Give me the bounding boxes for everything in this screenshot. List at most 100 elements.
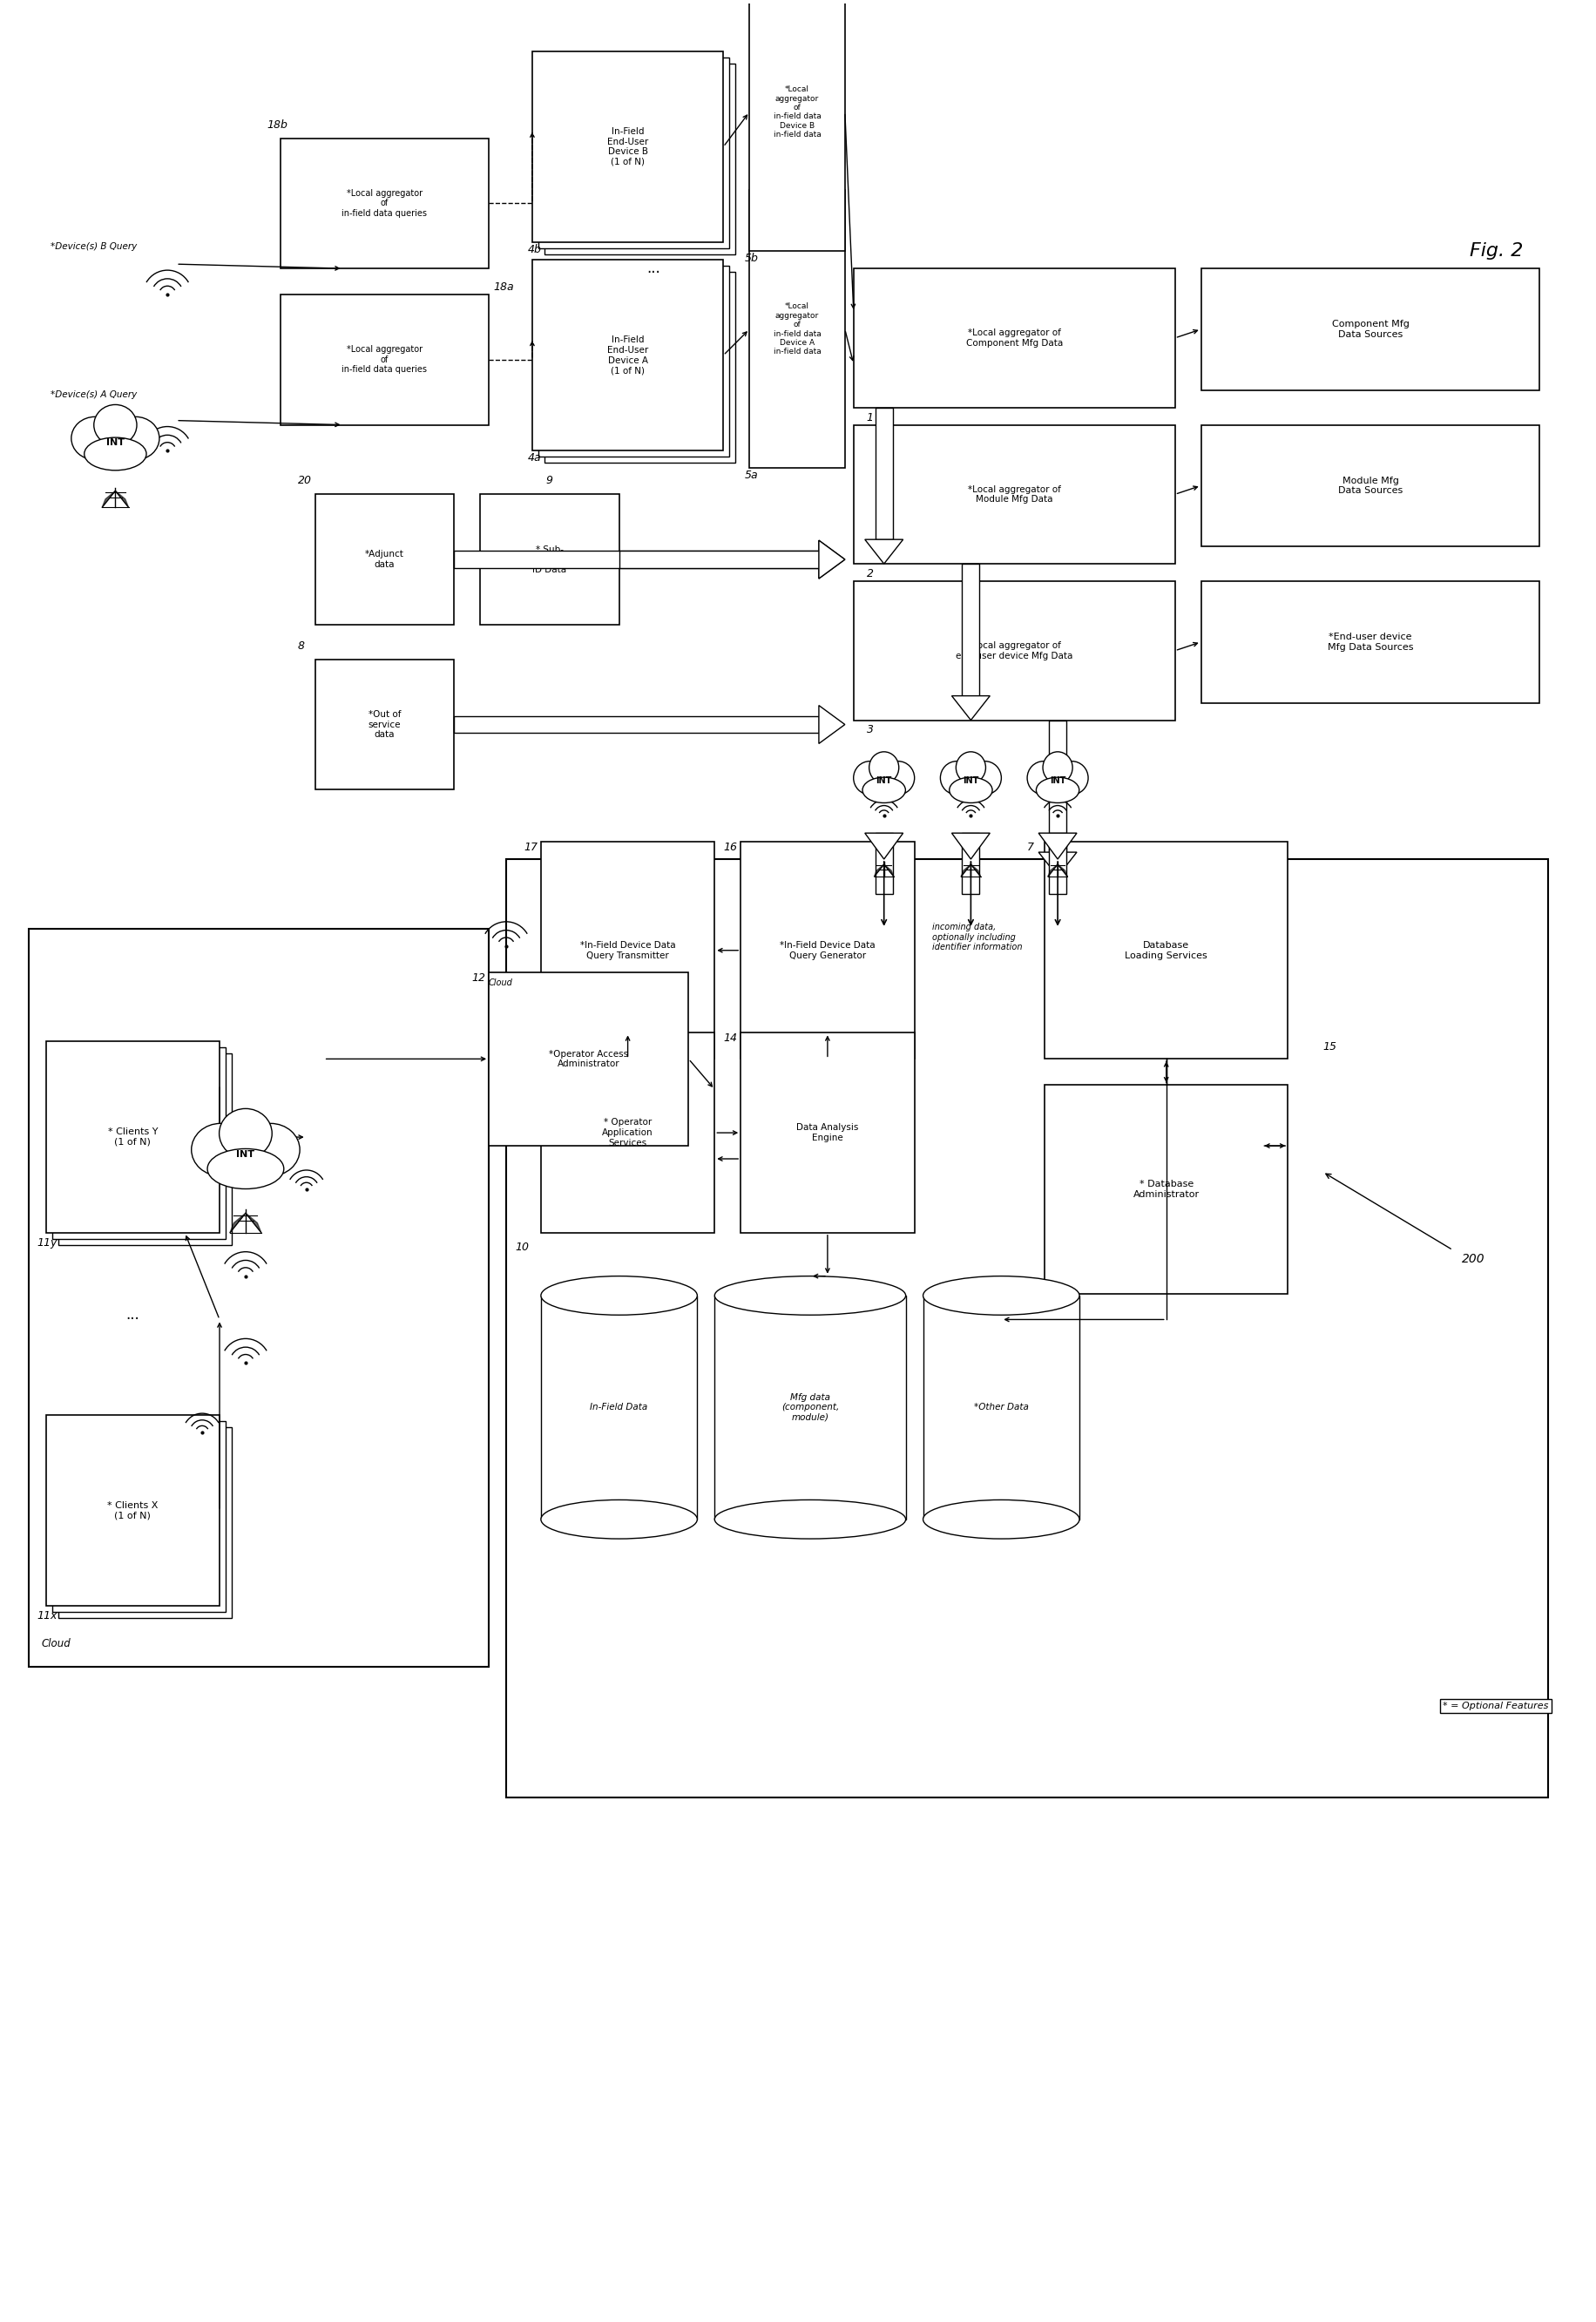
- Text: *End-user device
Mfg Data Sources: *End-user device Mfg Data Sources: [1328, 632, 1414, 652]
- Polygon shape: [1058, 864, 1068, 875]
- Ellipse shape: [854, 762, 886, 794]
- Polygon shape: [970, 864, 980, 875]
- Bar: [57, 1428, 231, 1618]
- Bar: [541, 1296, 697, 1519]
- Text: Fig. 2: Fig. 2: [1470, 241, 1523, 260]
- Polygon shape: [1039, 834, 1077, 859]
- Ellipse shape: [241, 1124, 300, 1175]
- Bar: [741, 843, 915, 1059]
- Bar: [531, 51, 723, 241]
- Bar: [53, 1047, 225, 1238]
- Bar: [453, 715, 819, 734]
- Bar: [1045, 843, 1288, 1059]
- Text: *In-Field Device Data
Query Generator: *In-Field Device Data Query Generator: [780, 940, 875, 959]
- Text: Module Mfg
Data Sources: Module Mfg Data Sources: [1337, 476, 1403, 495]
- Bar: [962, 564, 980, 697]
- Text: In-Field
End-User
Device A
(1 of N): In-Field End-User Device A (1 of N): [606, 337, 648, 374]
- Ellipse shape: [541, 1277, 697, 1314]
- Polygon shape: [961, 864, 970, 875]
- Text: 200: 200: [1462, 1252, 1484, 1265]
- Text: 14: 14: [723, 1033, 737, 1045]
- Bar: [538, 265, 729, 457]
- Bar: [314, 659, 453, 789]
- Polygon shape: [1039, 852, 1077, 875]
- Text: 2: 2: [867, 569, 873, 580]
- Polygon shape: [865, 539, 903, 564]
- Text: INT: INT: [876, 776, 892, 785]
- Ellipse shape: [85, 437, 147, 471]
- Bar: [46, 1414, 220, 1607]
- Bar: [922, 1296, 1079, 1519]
- Text: 3: 3: [867, 724, 873, 736]
- Bar: [57, 1054, 231, 1245]
- Polygon shape: [1049, 864, 1058, 875]
- Text: *Device(s) B Query: *Device(s) B Query: [49, 241, 137, 251]
- Text: * Operator
Application
Services: * Operator Application Services: [602, 1119, 653, 1147]
- Text: INT: INT: [1050, 776, 1066, 785]
- Text: * Sub-
assembly
ID Data: * Sub- assembly ID Data: [528, 546, 571, 574]
- Ellipse shape: [922, 1500, 1079, 1539]
- Bar: [281, 295, 488, 425]
- Ellipse shape: [969, 762, 1001, 794]
- Text: 11x: 11x: [37, 1611, 57, 1621]
- Text: Component Mfg
Data Sources: Component Mfg Data Sources: [1331, 320, 1409, 339]
- Text: 4a: 4a: [528, 453, 541, 464]
- Text: INT: INT: [107, 439, 124, 446]
- Polygon shape: [819, 706, 844, 743]
- Text: Cloud: Cloud: [41, 1639, 70, 1649]
- Polygon shape: [115, 490, 129, 506]
- Text: 18b: 18b: [267, 118, 289, 130]
- Text: 16: 16: [723, 843, 737, 852]
- Bar: [29, 929, 488, 1667]
- Bar: [46, 1043, 220, 1233]
- Text: * Clients X
(1 of N): * Clients X (1 of N): [107, 1502, 158, 1521]
- Polygon shape: [951, 834, 990, 859]
- Ellipse shape: [870, 752, 899, 783]
- Text: Mfg data
(component,
module): Mfg data (component, module): [782, 1393, 839, 1421]
- Bar: [854, 425, 1175, 564]
- Text: ...: ...: [126, 1307, 139, 1324]
- Bar: [854, 269, 1175, 406]
- Ellipse shape: [207, 1149, 284, 1189]
- Bar: [506, 859, 1548, 1797]
- Ellipse shape: [541, 1500, 697, 1539]
- Text: *Adjunct
data: *Adjunct data: [365, 550, 404, 569]
- Bar: [715, 1296, 905, 1519]
- Ellipse shape: [862, 778, 905, 803]
- Ellipse shape: [950, 778, 993, 803]
- Text: 10: 10: [516, 1242, 528, 1252]
- Text: *Out of
service
data: *Out of service data: [369, 711, 401, 738]
- Text: ...: ...: [646, 260, 661, 276]
- Ellipse shape: [1028, 762, 1060, 794]
- Ellipse shape: [1055, 762, 1088, 794]
- Polygon shape: [246, 1212, 262, 1233]
- Bar: [480, 495, 619, 625]
- Text: *Operator Access
Administrator: *Operator Access Administrator: [549, 1050, 629, 1068]
- Bar: [1049, 720, 1066, 852]
- Polygon shape: [875, 864, 884, 875]
- Text: INT: INT: [236, 1149, 255, 1159]
- Polygon shape: [951, 697, 990, 720]
- Text: 12: 12: [471, 973, 485, 985]
- Bar: [962, 834, 980, 894]
- Ellipse shape: [881, 762, 915, 794]
- Bar: [875, 406, 892, 539]
- Text: INT: INT: [962, 776, 978, 785]
- Ellipse shape: [112, 416, 160, 460]
- Text: 15: 15: [1323, 1043, 1336, 1052]
- Bar: [541, 1033, 715, 1233]
- Text: *Device(s) A Query: *Device(s) A Query: [49, 390, 137, 399]
- Ellipse shape: [1036, 778, 1079, 803]
- Bar: [453, 550, 819, 569]
- Text: In-Field Data: In-Field Data: [591, 1402, 648, 1412]
- Ellipse shape: [922, 1277, 1079, 1314]
- Text: 4b: 4b: [528, 244, 541, 255]
- Text: *Local aggregator
of
in-field data queries: *Local aggregator of in-field data queri…: [342, 188, 428, 218]
- Polygon shape: [819, 541, 844, 578]
- Text: *Local aggregator of
end-user device Mfg Data: *Local aggregator of end-user device Mfg…: [956, 641, 1073, 659]
- Ellipse shape: [219, 1108, 271, 1159]
- Text: *Local aggregator
of
in-field data queries: *Local aggregator of in-field data queri…: [342, 346, 428, 374]
- Bar: [281, 139, 488, 269]
- Bar: [53, 1421, 225, 1611]
- Text: incoming data,
optionally including
identifier information: incoming data, optionally including iden…: [932, 922, 1021, 952]
